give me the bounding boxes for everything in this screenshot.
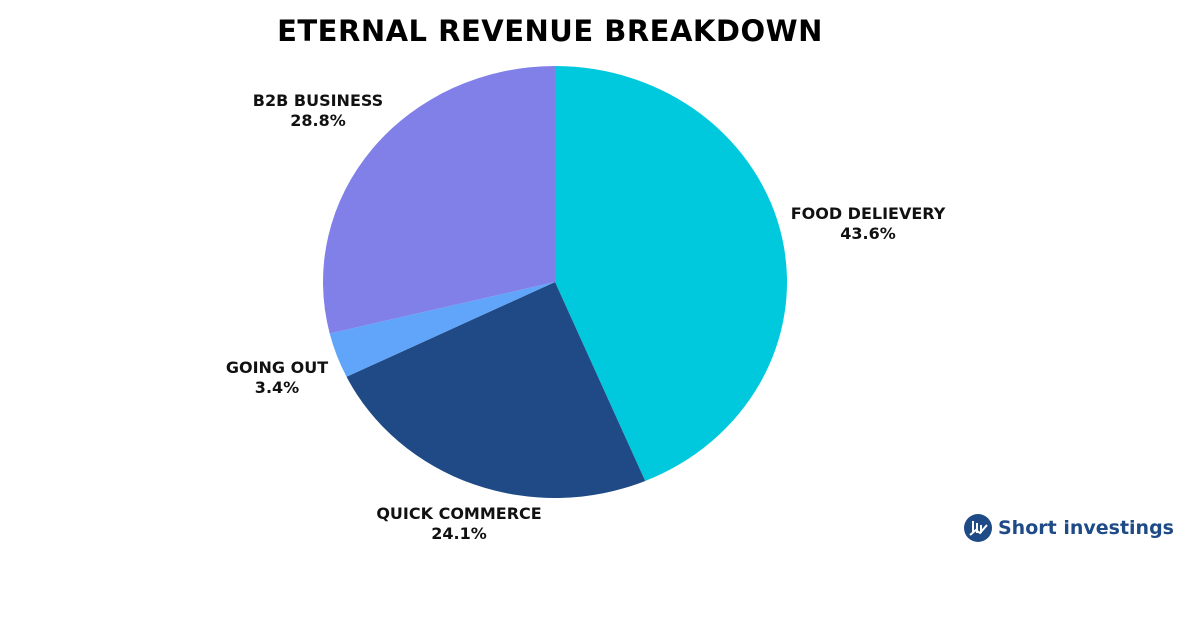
chart-logo-icon: [964, 514, 992, 542]
chart-title: ETERNAL REVENUE BREAKDOWN: [277, 14, 823, 48]
slice-label: QUICK COMMERCE: [376, 504, 542, 523]
brand-name: Short investings: [998, 517, 1174, 539]
slice-value: 24.1%: [431, 524, 487, 543]
slice-label: FOOD DELIEVERY: [790, 204, 946, 223]
slice-value: 3.4%: [254, 378, 300, 397]
pie-slice-b2b-business: [322, 66, 555, 334]
label-b2b-business: B2B BUSINESS 28.8%: [253, 91, 383, 131]
slice-label: B2B BUSINESS: [252, 91, 384, 110]
slice-label: GOING OUT: [225, 358, 329, 377]
slice-value: 28.8%: [290, 111, 346, 130]
label-quick-commerce: QUICK COMMERCE 24.1%: [376, 504, 541, 544]
label-food-delivery: FOOD DELIEVERY 43.6%: [791, 204, 946, 244]
pie-slice-quick-commerce: [346, 282, 646, 499]
label-going-out: GOING OUT 3.4%: [226, 358, 328, 398]
pie-slice-going-out: [329, 282, 555, 377]
slice-value: 43.6%: [840, 224, 896, 243]
brand-logo: Short investings: [964, 514, 1174, 542]
pie-slice-food-delievery: [555, 66, 787, 482]
